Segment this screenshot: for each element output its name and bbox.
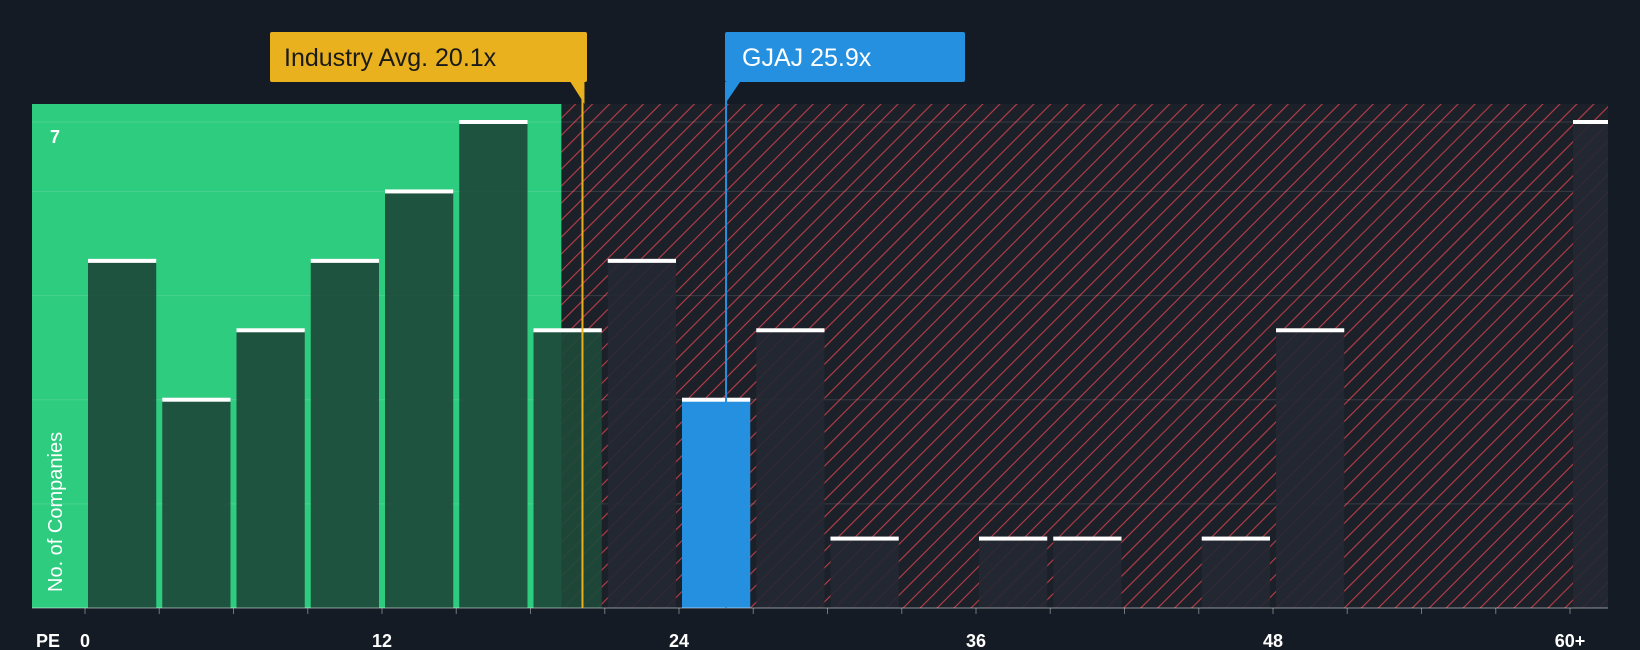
company-pe-pointer (725, 82, 741, 104)
bar-cap (979, 536, 1048, 541)
bar-cap (385, 189, 454, 194)
x-axis-label: PE (36, 631, 60, 650)
company-pe-callout (725, 32, 965, 82)
x-tick-label: 0 (80, 631, 90, 650)
bar-cap (682, 397, 751, 402)
histogram-bar (533, 330, 602, 608)
company-pe-label: GJAJ 25.9x (742, 44, 872, 72)
x-tick-label: 60+ (1555, 631, 1586, 650)
histogram-bar (1276, 330, 1345, 608)
bar-cap (162, 397, 231, 402)
bar-cap (830, 536, 899, 541)
bar-cap (459, 120, 528, 124)
histogram-bar (1053, 538, 1122, 608)
bar-cap (607, 258, 676, 263)
histogram-bar (162, 399, 231, 608)
bar-cap (1573, 120, 1608, 124)
bar-cap (1276, 328, 1345, 333)
histogram-bar (385, 191, 454, 608)
bar-cap (1053, 536, 1122, 541)
bar-cap (236, 328, 305, 333)
industry-avg-callout (270, 32, 587, 82)
industry-avg-pointer (570, 82, 585, 104)
histogram-bar (607, 260, 676, 608)
bar-cap (756, 328, 825, 333)
bar-cap (1201, 536, 1270, 541)
bar-cap (533, 328, 602, 333)
bar-cap (88, 258, 157, 263)
histogram-bar (979, 538, 1048, 608)
histogram-bar (88, 260, 157, 608)
histogram-bar (682, 399, 751, 608)
histogram-bar (756, 330, 825, 608)
histogram-bar (830, 538, 899, 608)
x-tick-label: 36 (966, 631, 986, 650)
bar-cap (310, 258, 379, 263)
histogram-bar (310, 260, 379, 608)
histogram-bar (236, 330, 305, 608)
y-tick-label: 7 (50, 127, 60, 147)
x-tick-label: 48 (1263, 631, 1283, 650)
x-tick-label: 24 (669, 631, 689, 650)
y-axis-label: No. of Companies (45, 432, 67, 592)
histogram-bar (1573, 122, 1608, 608)
x-tick-label: 12 (372, 631, 392, 650)
histogram-bar (1201, 538, 1270, 608)
histogram-bar (459, 122, 528, 608)
industry-avg-label: Industry Avg. 20.1x (284, 44, 497, 72)
